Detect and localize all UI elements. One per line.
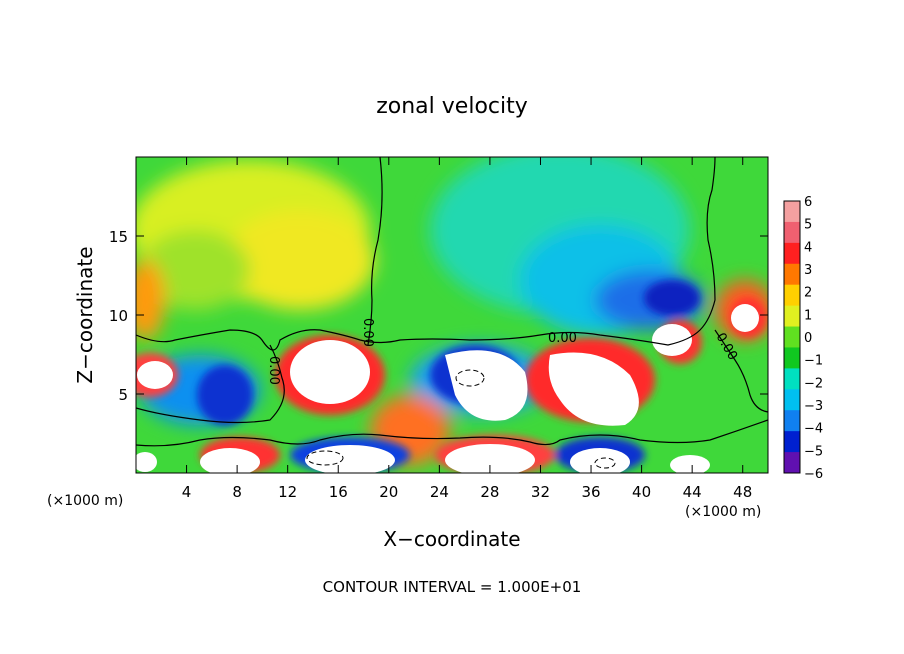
contour-label: 0.00 (548, 331, 577, 346)
colorbar-label: −5 (804, 444, 823, 459)
colorbar-label: −3 (804, 399, 823, 414)
colorbar-swatch (784, 305, 800, 328)
y-axis-label: Z−coordinate (73, 246, 97, 383)
x-unit-left: (×1000 m) (47, 493, 123, 509)
contour-label: 0.00 (266, 356, 281, 385)
x-tick-label: 48 (733, 483, 752, 501)
x-tick-label: 16 (329, 483, 348, 501)
colorbar-label: −1 (804, 354, 823, 369)
colorbar-swatch (784, 284, 800, 307)
contour-label: 0.00 (360, 318, 375, 347)
colorbar-label: 3 (804, 263, 812, 278)
colorbar-label: −4 (804, 422, 823, 437)
colorbar-swatch (784, 242, 800, 265)
colorbar-swatch (784, 452, 800, 474)
colorbar-swatch (784, 347, 800, 369)
x-tick-label: 20 (379, 483, 398, 501)
x-axis: 4 8 12 16 20 24 28 32 36 40 44 48 (182, 157, 752, 501)
velocity-field (136, 157, 768, 473)
y-tick-label: 5 (118, 386, 128, 404)
colorbar-frame (783, 200, 801, 474)
colorbar-swatch (784, 326, 800, 348)
x-tick-label: 32 (531, 483, 550, 501)
x-tick-label: 4 (182, 483, 192, 501)
colorbar-label: 1 (804, 308, 812, 323)
colorbar-swatch (784, 263, 800, 286)
y-tick-label: 15 (109, 228, 128, 246)
x-tick-label: 44 (683, 483, 702, 501)
x-axis-label: X−coordinate (383, 527, 520, 551)
y-axis: 5 10 15 (109, 228, 768, 404)
colorbar-label: 5 (804, 218, 812, 233)
colorbar-swatch (784, 431, 800, 453)
x-tick-label: 8 (232, 483, 242, 501)
x-tick-label: 12 (278, 483, 297, 501)
x-unit-right: (×1000 m) (685, 504, 761, 520)
colorbar-swatch (784, 221, 800, 244)
colorbar-swatch (784, 410, 800, 432)
colorbar-label: 2 (804, 286, 812, 301)
colorbar-label: 4 (804, 240, 812, 255)
x-tick-label: 40 (632, 483, 651, 501)
colorbar-swatch (784, 368, 800, 390)
colorbar-label: 6 (804, 195, 812, 210)
y-tick-label: 10 (109, 307, 128, 325)
x-tick-label: 36 (581, 483, 600, 501)
x-tick-label: 24 (430, 483, 449, 501)
colorbar-swatch (784, 389, 800, 411)
colorbar-label: −6 (804, 467, 823, 482)
chart-title: zonal velocity (376, 94, 528, 119)
colorbar-swatch (784, 201, 800, 223)
colorbar-label: 0 (804, 331, 812, 346)
colorbar: 6 5 4 3 2 1 0 −1 −2 −3 −4 −5 −6 (783, 195, 823, 482)
x-tick-label: 28 (480, 483, 499, 501)
colorbar-label: −2 (804, 376, 823, 391)
contour-interval-note: CONTOUR INTERVAL = 1.000E+01 (323, 578, 582, 596)
